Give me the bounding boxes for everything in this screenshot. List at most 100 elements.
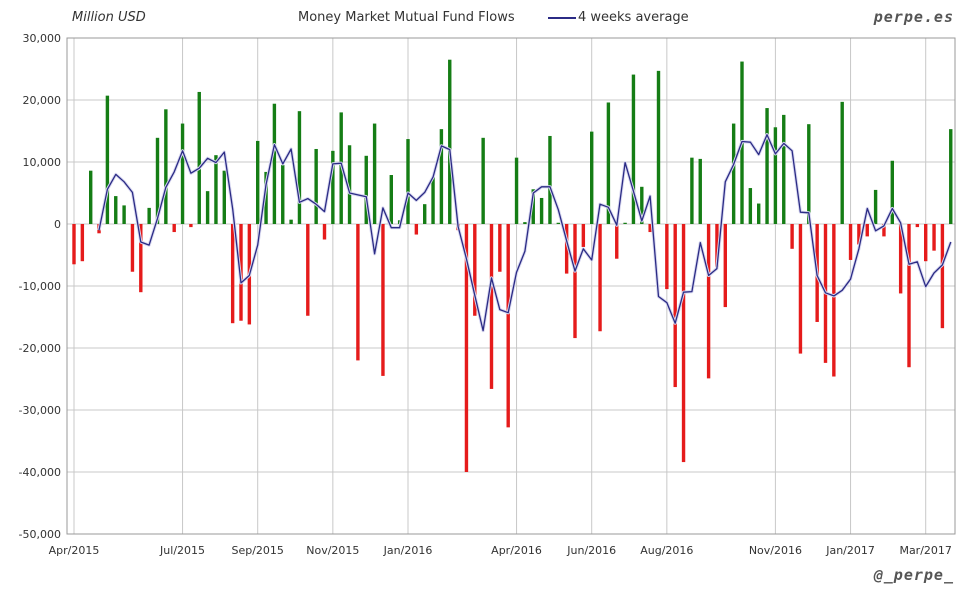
flow-bar: [197, 91, 201, 224]
flow-bar: [706, 224, 711, 379]
flow-bar: [548, 135, 552, 224]
flow-bar: [748, 188, 753, 224]
flow-bar: [539, 197, 544, 224]
flow-bar: [414, 224, 419, 235]
flow-bar: [272, 103, 277, 224]
flow-bar: [932, 224, 936, 251]
flow-bar: [439, 129, 444, 224]
x-tick-label: Sep/2015: [231, 544, 283, 557]
flow-bar: [673, 224, 677, 388]
flow-bar: [924, 224, 928, 262]
flow-bar: [665, 224, 669, 290]
flow-bar: [164, 109, 168, 224]
flow-bar: [598, 224, 602, 332]
flow-bar: [631, 74, 636, 224]
flow-bar: [581, 224, 586, 247]
flow-bar: [473, 224, 477, 316]
flow-bar: [381, 224, 385, 376]
flow-bar: [389, 175, 393, 224]
flow-bar: [506, 224, 510, 428]
flow-bar: [448, 59, 452, 225]
flow-bar: [264, 171, 268, 224]
x-tick-label: Mar/2017: [899, 544, 951, 557]
flow-bar: [331, 150, 335, 224]
flow-bar: [606, 102, 611, 224]
flow-bar: [731, 123, 736, 224]
flow-bar: [306, 224, 310, 316]
flow-bar: [531, 189, 535, 224]
flow-bar: [940, 224, 945, 329]
flow-bar: [464, 224, 469, 472]
flow-bar: [347, 145, 352, 224]
flow-bar: [757, 203, 761, 224]
flow-bar: [172, 224, 176, 233]
flow-bar: [256, 140, 260, 224]
flow-bar: [155, 137, 160, 224]
flow-bar: [898, 224, 903, 294]
y-tick-label: -30,000: [19, 404, 61, 417]
flow-bar: [623, 222, 627, 224]
x-tick-label: Jan/2016: [383, 544, 433, 557]
flow-bar: [80, 224, 85, 262]
flow-bar: [205, 191, 210, 224]
flow-bar: [681, 224, 686, 463]
flow-bar: [890, 160, 894, 224]
y-tick-label: 0: [54, 218, 61, 231]
flow-bar: [481, 137, 485, 224]
flow-bar: [314, 148, 318, 224]
plot-frame: [66, 37, 956, 535]
legend-line-swatch: [548, 16, 576, 19]
flow-bar: [523, 222, 527, 224]
flow-bar: [915, 224, 920, 228]
flow-bar: [89, 170, 93, 224]
flow-bar: [431, 176, 435, 224]
flow-bar: [807, 124, 811, 224]
flow-bar: [114, 196, 118, 224]
flow-bar: [130, 224, 135, 272]
y-tick-label: 30,000: [23, 32, 62, 45]
flow-bar: [556, 222, 560, 224]
flow-bar: [356, 224, 360, 361]
flow-bar: [322, 224, 327, 240]
flow-bar: [147, 207, 151, 224]
y-tick-label: 20,000: [23, 94, 62, 107]
flow-bar: [498, 224, 502, 272]
flow-bar: [139, 224, 143, 293]
average-line-group: [97, 133, 953, 333]
flow-bar: [573, 224, 577, 339]
y-tick-label: -10,000: [19, 280, 61, 293]
flow-bar: [790, 224, 794, 249]
flow-bar: [715, 224, 719, 267]
flow-bar: [798, 224, 803, 354]
bars: [72, 59, 953, 472]
flow-bar: [615, 224, 619, 259]
y-tick-label: -20,000: [19, 342, 61, 355]
legend-label: 4 weeks average: [578, 10, 689, 25]
flow-bar: [214, 155, 218, 224]
flow-bar: [949, 129, 953, 224]
x-tick-label: Nov/2015: [306, 544, 359, 557]
flow-bar: [189, 224, 193, 228]
flow-bar: [180, 123, 185, 224]
flow-bar: [72, 224, 76, 265]
x-tick-label: Aug/2016: [640, 544, 693, 557]
flow-bar: [882, 224, 886, 237]
axes: 30,000 20,000 10,000 0 -10,000 -20,000 -30,000…: [19, 32, 956, 557]
flow-bar: [640, 186, 644, 224]
flow-bar: [765, 108, 769, 224]
flow-bar: [564, 224, 569, 274]
x-tick-label: Apr/2016: [491, 544, 542, 557]
flow-bar: [105, 95, 110, 224]
flow-bar: [656, 70, 661, 224]
flow-bar: [648, 224, 652, 233]
x-tick-label: Jun/2016: [566, 544, 616, 557]
flow-bar: [848, 224, 853, 260]
average-line: [98, 134, 952, 332]
flow-bar: [907, 224, 911, 368]
x-tick-label: Nov/2016: [749, 544, 802, 557]
flow-bar: [489, 224, 494, 389]
flow-bar: [698, 158, 702, 224]
flow-bar: [832, 224, 836, 377]
flow-bar: [873, 189, 878, 224]
flow-bar: [865, 224, 869, 237]
